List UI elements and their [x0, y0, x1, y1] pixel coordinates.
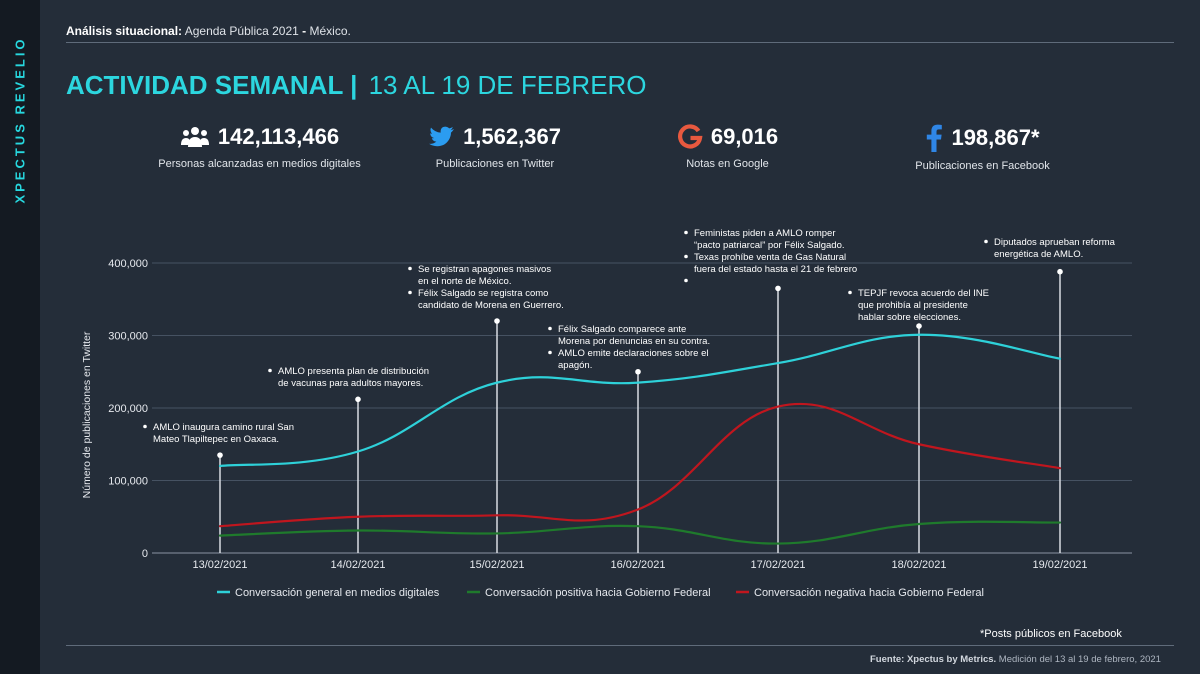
x-tick-label: 15/02/2021	[469, 559, 524, 571]
annotation-bullet	[684, 254, 688, 259]
annotation-marker	[1057, 268, 1063, 275]
kpi-facebook-value: 198,867*	[951, 125, 1040, 150]
bottom-divider	[66, 645, 1174, 646]
annotation-text: Feministas piden a AMLO romper	[694, 228, 836, 239]
annotation-text: AMLO presenta plan de distribución	[278, 366, 429, 377]
annotation-text: que prohibía al presidente	[858, 300, 968, 311]
subtitle-bold: Análisis situacional:	[66, 24, 183, 38]
kpi-twitter: 1,562,367 Publicaciones en Twitter	[405, 124, 585, 170]
annotation-text: Se registran apagones masivos	[418, 264, 551, 275]
annotation-marker	[635, 368, 641, 375]
annotation-text: TEPJF revoca acuerdo del INE	[858, 288, 989, 299]
annotation-bullet	[143, 424, 147, 429]
kpi-google-value: 69,016	[710, 124, 779, 149]
y-tick-label: 200,000	[108, 403, 148, 415]
kpi-facebook-label: Publicaciones en Facebook	[915, 160, 1050, 172]
annotation-marker	[355, 396, 361, 403]
annotation-bullet	[684, 278, 688, 283]
kpi-twitter-label: Publicaciones en Twitter	[435, 158, 555, 170]
annotation-text: en el norte de México.	[418, 276, 511, 287]
people-icon	[180, 125, 210, 149]
subtitle-country: México.	[306, 24, 351, 38]
title-dates: 13 AL 19 DE FEBRERO	[368, 70, 647, 100]
annotation-bullet	[268, 368, 272, 373]
subtitle-text: Agenda Pública 2021	[182, 24, 303, 38]
google-icon	[677, 124, 703, 150]
annotation-marker	[217, 452, 223, 458]
source-note: Fuente: Xpectus by Metrics. Medición del…	[870, 654, 1161, 665]
annotation-text: fuera del estado hasta el 21 de febrero	[694, 264, 857, 275]
series-line-2	[218, 402, 1062, 528]
annotation-text: Mateo Tlapiltepec en Oaxaca.	[153, 434, 279, 445]
kpi-twitter-value: 1,562,367	[463, 124, 561, 149]
y-tick-label: 0	[142, 548, 148, 560]
x-tick-label: 17/02/2021	[750, 559, 805, 571]
y-tick-label: 100,000	[108, 476, 148, 488]
kpi-reach-label: Personas alcanzadas en medios digitales	[158, 158, 361, 170]
annotation-text: Félix Salgado se registra como	[418, 288, 548, 299]
x-tick-label: 14/02/2021	[330, 559, 385, 571]
annotation-text: AMLO emite declaraciones sobre el	[558, 348, 709, 359]
kpi-reach-value: 142,113,466	[217, 124, 340, 149]
kpi-google: 69,016 Notas en Google	[650, 124, 805, 170]
facebook-icon	[925, 124, 943, 152]
annotation-bullet	[684, 230, 688, 235]
x-tick-label: 18/02/2021	[891, 559, 946, 571]
annotation-text: “pacto patriarcal” por Félix Salgado.	[694, 240, 845, 251]
annotation-marker	[775, 285, 781, 292]
side-bar: XPECTUS REVELIO	[0, 0, 40, 674]
annotation-bullet	[984, 239, 988, 244]
annotation-text: Texas prohíbe venta de Gas Natural	[694, 252, 846, 263]
series-line-0	[218, 333, 1062, 468]
page-title: ACTIVIDAD SEMANAL | 13 AL 19 DE FEBRERO	[66, 70, 647, 101]
annotation-text: candidato de Morena en Guerrero.	[418, 300, 564, 311]
annotation-bullet	[548, 326, 552, 331]
twitter-icon	[429, 126, 455, 148]
annotation-marker	[494, 318, 500, 324]
annotation-text: energética de AMLO.	[994, 249, 1083, 260]
series-line-1	[218, 520, 1062, 545]
y-tick-label: 400,000	[108, 258, 148, 270]
subtitle-dash: -	[302, 24, 307, 38]
facebook-footnote: *Posts públicos en Facebook	[980, 628, 1122, 640]
report-subtitle: Análisis situacional: Agenda Pública 202…	[66, 24, 351, 38]
title-main: ACTIVIDAD SEMANAL |	[66, 70, 358, 100]
kpi-google-label: Notas en Google	[686, 158, 769, 170]
annotation-text: apagón.	[558, 360, 592, 371]
annotation-text: hablar sobre elecciones.	[858, 312, 961, 323]
annotation-bullet	[408, 266, 412, 271]
annotation-text: Morena por denuncias en su contra.	[558, 336, 710, 347]
annotation-bullet	[548, 350, 552, 355]
x-tick-label: 16/02/2021	[610, 559, 665, 571]
x-tick-label: 13/02/2021	[192, 559, 247, 571]
legend-label: Conversación negativa hacia Gobierno Fed…	[754, 587, 984, 599]
kpi-reach: 142,113,466 Personas alcanzadas en medio…	[142, 124, 377, 170]
annotation-text: de vacunas para adultos mayores.	[278, 378, 423, 389]
legend-label: Conversación positiva hacia Gobierno Fed…	[485, 587, 711, 599]
kpi-facebook: 198,867* Publicaciones en Facebook	[895, 124, 1070, 172]
annotation-text: AMLO inaugura camino rural San	[153, 422, 294, 433]
y-tick-label: 300,000	[108, 331, 148, 343]
source-bold: Fuente: Xpectus by Metrics.	[870, 654, 997, 665]
legend-label: Conversación general en medios digitales	[235, 587, 440, 599]
x-tick-label: 19/02/2021	[1032, 559, 1087, 571]
annotation-marker	[916, 323, 922, 329]
source-text: Medición del 13 al 19 de febrero, 2021	[996, 654, 1161, 665]
annotation-text: Diputados aprueban reforma	[994, 237, 1116, 248]
annotation-text: Félix Salgado comparece ante	[558, 324, 686, 335]
annotation-bullet	[848, 290, 852, 295]
y-axis-label: Número de publicaciones en Twitter	[81, 331, 93, 498]
annotation-bullet	[408, 290, 412, 295]
top-divider	[66, 42, 1174, 43]
